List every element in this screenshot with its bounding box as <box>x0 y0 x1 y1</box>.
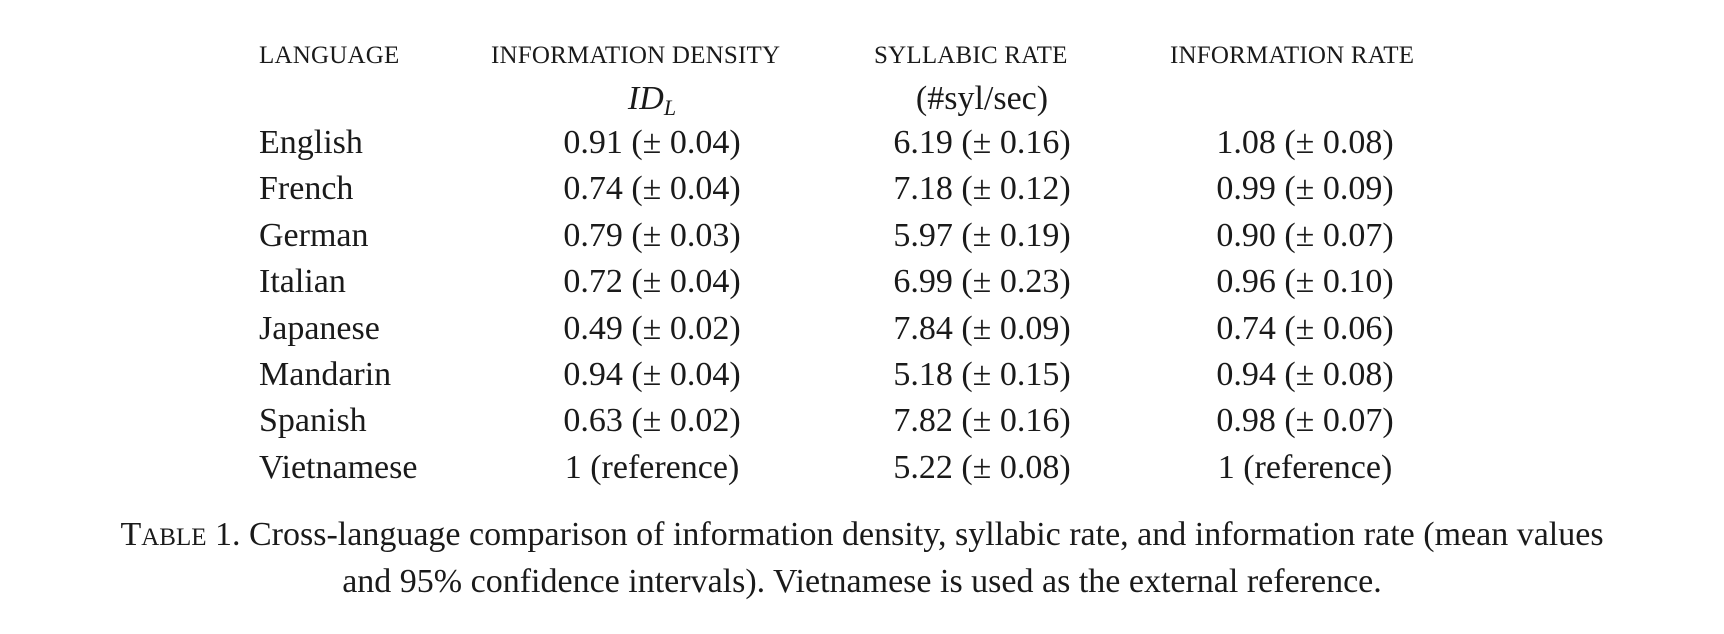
header-language: LANGUAGE <box>259 42 400 69</box>
table-row: Mandarin 0.94 (± 0.04) 5.18 (± 0.15) 0.94 (… <box>0 356 1724 402</box>
header-information-rate: INFORMATION RATE <box>1170 42 1415 69</box>
caption-number: 1. <box>206 516 241 553</box>
cell-language: Mandarin <box>259 356 392 393</box>
cell-information-rate: 0.90 (± 0.07) <box>1216 216 1394 254</box>
table-row: Italian 0.72 (± 0.04) 6.99 (± 0.23) 0.96 (±… <box>0 263 1724 309</box>
cell-syllabic-rate: 5.18 (± 0.15) <box>893 356 1071 393</box>
cell-information-density: 0.63 (± 0.02) <box>563 402 741 440</box>
table-row: Spanish 0.63 (± 0.02) 7.82 (± 0.16) 0.98 (±… <box>0 402 1724 448</box>
caption-line-1: TABLE 1. Cross-language comparison of in… <box>0 513 1724 560</box>
idl-symbol: ID <box>627 80 664 117</box>
cell-information-density: 0.79 (± 0.03) <box>563 216 741 254</box>
caption-text-1: Cross-language comparison of information… <box>240 516 1604 553</box>
cell-syllabic-rate: 6.19 (± 0.16) <box>893 124 1071 161</box>
cell-information-density: 0.91 (± 0.04) <box>563 124 741 161</box>
table-row: Japanese 0.49 (± 0.02) 7.84 (± 0.09) 0.74 (… <box>0 310 1724 356</box>
cell-syllabic-rate: 6.99 (± 0.23) <box>893 263 1071 301</box>
subheader-syllabic-unit: (#syl/sec) <box>915 80 1049 117</box>
cell-language: German <box>259 216 369 254</box>
cell-language: English <box>259 124 363 161</box>
table-row: French 0.74 (± 0.04) 7.18 (± 0.12) 0.99 (± … <box>0 170 1724 216</box>
cell-information-density: 1 (reference) <box>564 448 740 486</box>
cell-information-rate: 0.94 (± 0.08) <box>1216 356 1394 393</box>
subheader-idl: IDL <box>628 80 676 121</box>
cell-information-rate: 1 (reference) <box>1217 448 1393 486</box>
cell-information-rate: 0.74 (± 0.06) <box>1216 309 1394 347</box>
cell-language: Italian <box>259 263 346 301</box>
cell-language: Spanish <box>259 402 367 440</box>
cell-syllabic-rate: 7.82 (± 0.16) <box>893 402 1071 440</box>
cell-information-rate: 1.08 (± 0.08) <box>1216 124 1394 161</box>
cell-language: French <box>259 170 354 208</box>
cell-syllabic-rate: 7.18 (± 0.12) <box>893 170 1071 208</box>
table-caption: TABLE 1. Cross-language comparison of in… <box>0 513 1724 604</box>
caption-label-initial: T <box>120 516 142 553</box>
cell-information-density: 0.72 (± 0.04) <box>563 263 741 301</box>
cell-information-density: 0.94 (± 0.04) <box>563 356 741 393</box>
cell-information-density: 0.49 (± 0.02) <box>563 309 741 347</box>
cell-information-rate: 0.98 (± 0.07) <box>1216 402 1394 440</box>
cell-language: Japanese <box>259 309 380 347</box>
cell-language: Vietnamese <box>259 448 418 486</box>
table-row: Vietnamese 1 (reference) 5.22 (± 0.08) 1 (r… <box>0 449 1724 495</box>
table-row: German 0.79 (± 0.03) 5.97 (± 0.19) 0.90 (± … <box>0 217 1724 263</box>
cell-information-density: 0.74 (± 0.04) <box>563 170 741 208</box>
cell-syllabic-rate: 7.84 (± 0.09) <box>893 309 1071 347</box>
caption-line-2: and 95% confidence intervals). Vietnames… <box>342 563 1382 600</box>
idl-subscript: L <box>663 95 677 120</box>
header-information-density: INFORMATION DENSITY <box>491 42 781 69</box>
cell-syllabic-rate: 5.97 (± 0.19) <box>893 216 1071 254</box>
caption-label-smallcaps: ABLE <box>141 524 207 551</box>
cell-syllabic-rate: 5.22 (± 0.08) <box>893 448 1071 486</box>
cell-information-rate: 0.96 (± 0.10) <box>1216 263 1394 301</box>
cell-information-rate: 0.99 (± 0.09) <box>1216 170 1394 208</box>
header-syllabic-rate: SYLLABIC RATE <box>874 42 1068 69</box>
table-row: English 0.91 (± 0.04) 6.19 (± 0.16) 1.08 (±… <box>0 124 1724 170</box>
